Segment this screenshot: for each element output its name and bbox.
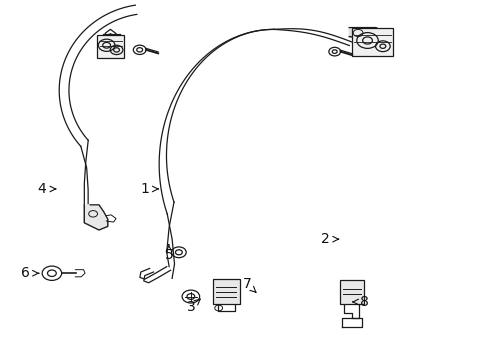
Text: 1: 1 [140,182,149,196]
Text: 2: 2 [320,232,328,246]
FancyBboxPatch shape [351,28,392,56]
Polygon shape [84,205,107,230]
Text: 5: 5 [164,248,173,262]
Text: 7: 7 [242,277,251,291]
FancyBboxPatch shape [97,35,124,58]
FancyBboxPatch shape [212,279,239,304]
Polygon shape [348,28,380,40]
Text: 6: 6 [20,266,29,280]
FancyBboxPatch shape [339,280,363,304]
Text: 3: 3 [186,300,195,314]
Text: 8: 8 [359,295,367,309]
Text: 4: 4 [38,182,46,196]
